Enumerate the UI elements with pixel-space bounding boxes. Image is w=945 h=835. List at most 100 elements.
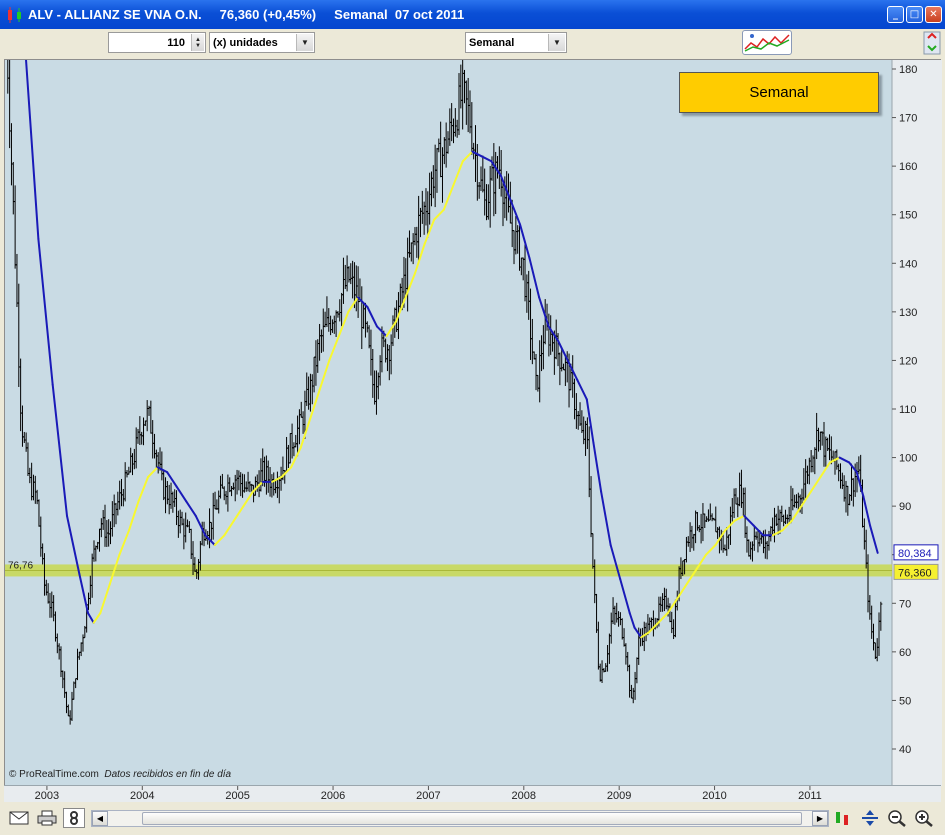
autoscale-icon[interactable]	[859, 808, 881, 828]
moving-average-segment	[695, 553, 708, 571]
moving-average-segment	[318, 359, 331, 391]
moving-average-segment	[395, 296, 407, 323]
moving-average-segment	[118, 529, 130, 556]
moving-average-segment	[585, 398, 595, 444]
window-title: ALV - ALLIANZ SE VNA O.N. 76,360 (+0,45%…	[28, 7, 465, 22]
data-source-note: © ProRealTime.com Datos recibidos en fin…	[9, 769, 231, 780]
units-dropdown[interactable]: (x) unidades ▼	[209, 32, 315, 53]
moving-average-segment	[385, 320, 398, 338]
x-tick-label: 2007	[416, 790, 440, 802]
moving-average-segment	[819, 461, 832, 478]
moving-average-segment	[99, 582, 111, 614]
moving-average-segment	[600, 490, 612, 546]
envelope-icon[interactable]	[8, 808, 30, 828]
moving-average-segment	[51, 383, 68, 517]
moving-average-segment	[232, 505, 245, 522]
scroll-right-icon[interactable]: ▶	[812, 811, 828, 826]
moving-average-segment	[509, 199, 522, 226]
x-tick-label: 2010	[702, 790, 726, 802]
moving-average-segment	[628, 612, 636, 629]
chart-panel[interactable]: 1801701601501401301201101009080706050407…	[4, 59, 942, 802]
units-label: (x) unidades	[213, 36, 278, 49]
x-tick-label: 2003	[35, 790, 59, 802]
moving-average-segment	[743, 514, 755, 527]
moving-average-segment	[375, 325, 388, 338]
y-tick-label: 170	[899, 113, 917, 125]
support-label: 76,76	[8, 560, 33, 571]
moving-average-segment	[771, 529, 784, 537]
minimize-button[interactable]: _	[887, 6, 904, 23]
stepper-arrows-icon[interactable]: ▲ ▼	[191, 34, 204, 51]
moving-average-segment	[185, 500, 197, 517]
moving-average-segment	[705, 544, 717, 556]
period-dropdown[interactable]: Semanal ▼	[465, 32, 567, 53]
moving-average-segment	[576, 378, 588, 401]
data-note-text: Datos recibidos en fin de día	[104, 769, 232, 780]
zoom-in-icon[interactable]	[913, 808, 935, 828]
y-tick-label: 100	[899, 453, 917, 465]
moving-average-segment	[609, 544, 622, 580]
moving-average-segment	[592, 442, 603, 493]
moving-average-segment	[137, 476, 150, 503]
moving-average-segment	[65, 514, 81, 576]
y-tick-label: 160	[899, 161, 917, 173]
moving-average-segment	[242, 490, 254, 508]
moving-average-segment	[848, 461, 858, 474]
close-button[interactable]: ✕	[925, 6, 942, 23]
chart-toolbar: 110 ▲ ▼ (x) unidades ▼ Semanal ▼	[0, 29, 945, 59]
moving-average-segment	[147, 466, 159, 478]
x-axis: 2003 2004 2005 2006 2007 2008 2009 2010 2011	[4, 785, 941, 802]
period-value: Semanal	[469, 36, 515, 49]
moving-average-segment	[519, 223, 531, 260]
moving-average-segment	[547, 325, 560, 342]
indicator-chart-icon[interactable]	[742, 30, 792, 55]
moving-average-segment	[337, 310, 350, 338]
moving-average-segment	[619, 578, 631, 614]
moving-average-segment	[127, 500, 140, 532]
printer-icon[interactable]	[36, 808, 58, 828]
horizontal-scrollbar[interactable]: ◀ ▶	[91, 810, 829, 827]
scroll-left-icon[interactable]: ◀	[92, 811, 108, 826]
moving-average-segment	[347, 296, 359, 313]
y-tick-label: 110	[899, 404, 917, 416]
moving-average-segment	[433, 208, 445, 221]
y-tick-label: 150	[899, 210, 917, 222]
moving-average-segment	[790, 505, 803, 522]
maximize-button[interactable]: □	[906, 6, 923, 23]
moving-average-segment	[175, 485, 188, 503]
moving-average-segment	[414, 242, 426, 274]
moving-average-segment	[461, 150, 474, 163]
moving-average-segment	[499, 174, 512, 202]
scroll-thumb[interactable]	[142, 812, 802, 825]
zoom-out-icon[interactable]	[886, 808, 908, 828]
moving-average-segment	[442, 184, 455, 211]
moving-average-segment	[299, 417, 312, 449]
moving-average-segment	[166, 471, 178, 488]
moving-average-segment	[108, 553, 121, 585]
units-stepper[interactable]: 110 ▲ ▼	[108, 32, 206, 53]
x-tick-label: 2005	[225, 790, 249, 802]
moving-average-segment	[724, 519, 736, 532]
moving-average-segment	[309, 388, 321, 420]
moving-average-segment	[800, 490, 812, 508]
moving-average-segment	[204, 534, 216, 546]
x-tick-label: 2008	[512, 790, 536, 802]
sidebar-tools-icon[interactable]	[921, 30, 943, 56]
y-tick-label: 70	[899, 598, 911, 610]
moving-average-segment	[566, 359, 579, 381]
period-badge: Semanal	[679, 72, 879, 113]
moving-average-segment	[657, 612, 669, 624]
ma-value-label: 80,384	[898, 548, 932, 560]
moving-average-segment	[633, 626, 643, 639]
moving-average-segment	[685, 568, 698, 585]
x-tick-label: 2009	[607, 790, 631, 802]
moving-average-segment	[676, 582, 688, 600]
tool-icon[interactable]	[63, 808, 85, 828]
moving-average-segment	[480, 155, 493, 163]
moving-average-segment	[869, 524, 879, 554]
indicators-icon[interactable]	[832, 808, 854, 828]
moving-average-segment	[280, 466, 293, 478]
moving-average-segment	[251, 480, 264, 493]
moving-average-segment	[92, 612, 102, 624]
price-chart[interactable]: 1801701601501401301201101009080706050407…	[5, 60, 942, 786]
